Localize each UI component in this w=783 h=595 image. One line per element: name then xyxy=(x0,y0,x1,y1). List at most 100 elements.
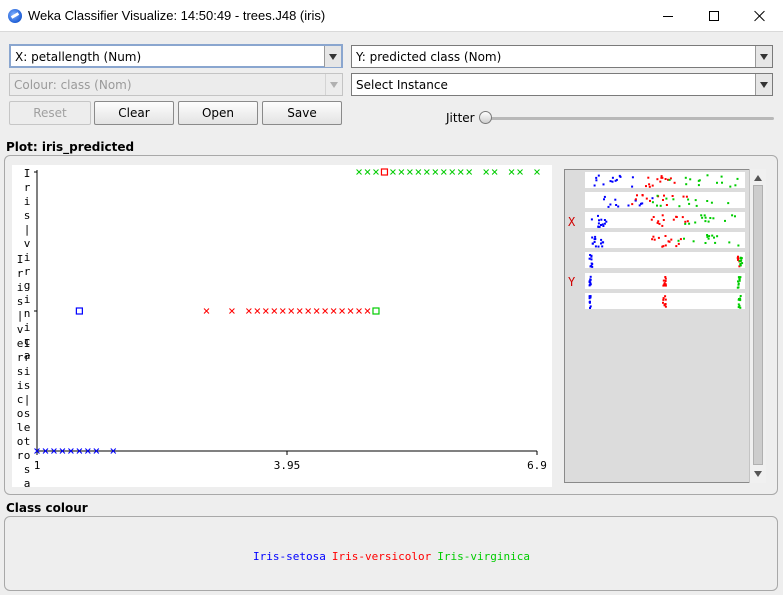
attribute-point xyxy=(675,245,678,248)
attribute-point xyxy=(662,284,665,287)
attribute-point xyxy=(683,237,685,240)
attribute-point xyxy=(689,178,692,181)
class-colour-title: Class colour xyxy=(6,501,88,515)
minimize-button[interactable] xyxy=(645,0,691,32)
y-axis-label-char: i xyxy=(17,281,24,294)
chevron-down-icon xyxy=(330,81,338,88)
attribute-point xyxy=(590,262,593,265)
attribute-point xyxy=(600,238,603,241)
jitter-slider-thumb[interactable] xyxy=(479,111,492,124)
y-axis-select[interactable]: Y: predicted class (Nom) xyxy=(351,45,773,68)
legend-item-setosa[interactable]: Iris-setosa xyxy=(253,550,326,563)
attribute-point xyxy=(662,279,665,282)
x-axis-select-value: X: petallength (Num) xyxy=(15,50,142,64)
y-axis-label-char: s xyxy=(24,463,31,476)
save-button[interactable]: Save xyxy=(262,101,342,125)
attribute-point xyxy=(672,218,675,221)
attribute-point xyxy=(737,244,740,247)
data-point xyxy=(229,308,235,314)
data-point xyxy=(423,169,430,175)
attribute-point xyxy=(731,214,734,217)
scroll-up-icon[interactable] xyxy=(754,175,762,181)
attribute-point xyxy=(729,185,732,188)
attribute-point xyxy=(734,184,737,187)
attribute-point xyxy=(716,181,718,184)
attribute-point xyxy=(661,245,664,248)
attribute-point xyxy=(687,198,690,201)
data-point xyxy=(373,169,379,175)
data-point xyxy=(254,308,261,314)
jitter-slider-track[interactable] xyxy=(484,117,774,120)
data-point xyxy=(59,448,66,454)
misclassified-point xyxy=(75,307,83,315)
attribute-bars[interactable]: XY xyxy=(565,170,749,482)
legend-item-versicolor[interactable]: Iris-versicolor xyxy=(331,550,432,563)
clear-button[interactable]: Clear xyxy=(94,101,174,125)
maximize-button[interactable] xyxy=(691,0,737,32)
select-instance-select[interactable]: Select Instance xyxy=(351,73,773,96)
open-button[interactable]: Open xyxy=(178,101,258,125)
attribute-point xyxy=(697,179,700,182)
y-axis-label-char: s xyxy=(24,209,31,222)
attribute-point xyxy=(641,194,644,196)
attribute-point xyxy=(589,296,592,299)
scrollbar-thumb[interactable] xyxy=(753,185,763,465)
attribute-point xyxy=(664,235,667,237)
attribute-point xyxy=(706,235,709,238)
y-axis-label-char: o xyxy=(24,449,31,462)
attribute-point xyxy=(724,219,726,222)
select-instance-dropdown-arrow[interactable] xyxy=(755,74,772,95)
attribute-row xyxy=(585,252,745,268)
attribute-point xyxy=(728,241,731,244)
attribute-point xyxy=(636,194,638,197)
attribute-point xyxy=(589,275,592,278)
attribute-point xyxy=(609,203,612,206)
attribute-point xyxy=(627,204,630,207)
misclassified-point xyxy=(372,307,380,315)
attribute-point xyxy=(698,179,701,182)
attribute-point xyxy=(597,222,600,225)
data-point xyxy=(432,169,439,175)
y-axis-label-char: s xyxy=(17,295,24,308)
attribute-point xyxy=(677,239,680,242)
chevron-down-icon xyxy=(329,53,337,60)
attribute-point xyxy=(597,174,600,177)
attribute-point xyxy=(600,242,602,245)
scroll-down-icon[interactable] xyxy=(754,471,762,477)
attribute-point xyxy=(591,236,594,239)
x-axis-select[interactable]: X: petallength (Num) xyxy=(9,44,343,68)
data-point xyxy=(415,169,422,175)
attribute-point xyxy=(685,183,688,186)
attribute-point xyxy=(590,218,593,221)
plot-title: Plot: iris_predicted xyxy=(6,140,135,154)
attribute-point xyxy=(716,235,719,238)
attribute-point xyxy=(588,300,591,303)
close-button[interactable] xyxy=(737,0,783,32)
attribute-point xyxy=(710,201,713,204)
y-axis-label-char: I xyxy=(24,337,31,350)
attribute-point xyxy=(659,180,662,183)
attribute-point xyxy=(658,222,661,225)
attribute-point xyxy=(671,195,674,197)
legend-item-virginica[interactable]: Iris-virginica xyxy=(437,550,530,563)
scatter-plot[interactable]: 1 3.95 6.9Iris|virginicaIris|versicolorIri… xyxy=(12,165,552,490)
attribute-point xyxy=(737,280,739,283)
attribute-point xyxy=(603,198,605,201)
y-axis-label-char: e xyxy=(24,421,31,434)
data-point xyxy=(440,169,447,175)
attribute-point xyxy=(665,197,668,200)
data-point xyxy=(449,169,456,175)
attribute-point xyxy=(631,203,634,206)
y-axis-label-char: c xyxy=(24,335,31,348)
attribute-point xyxy=(706,234,709,236)
attribute-point xyxy=(679,238,682,241)
y-axis-dropdown-arrow[interactable] xyxy=(755,46,772,67)
attribute-point xyxy=(603,219,606,221)
attribute-point xyxy=(738,260,741,262)
attribute-panel-scrollbar[interactable] xyxy=(749,169,766,483)
x-axis-dropdown-arrow[interactable] xyxy=(324,46,341,67)
attribute-point xyxy=(662,301,664,304)
attribute-point xyxy=(595,179,598,182)
